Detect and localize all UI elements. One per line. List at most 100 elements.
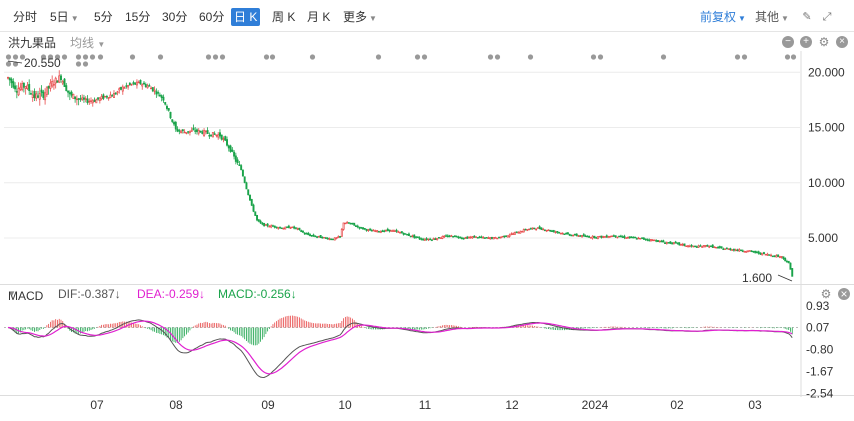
candle-body xyxy=(572,234,575,237)
tab-monthly-k[interactable]: 月 K xyxy=(307,10,331,24)
candle-body xyxy=(480,236,483,239)
gear-icon[interactable]: ⚙ xyxy=(818,35,830,49)
dif-value: DIF:-0.387↓ xyxy=(58,287,121,301)
event-marker xyxy=(5,61,12,67)
candle-body xyxy=(468,237,470,239)
candle-body xyxy=(510,233,513,235)
candle-body xyxy=(19,86,22,90)
candle-body xyxy=(487,237,490,239)
candle-body xyxy=(224,136,227,141)
candle-body xyxy=(688,245,691,248)
candle-body xyxy=(273,225,276,228)
gear-icon[interactable]: ⚙ xyxy=(820,287,832,301)
tab-weekly-k[interactable]: 周 K xyxy=(272,10,296,24)
candle-body xyxy=(672,242,675,244)
candle-body xyxy=(353,222,356,226)
candle-body xyxy=(137,81,140,84)
candle-body xyxy=(351,222,354,225)
candle-body xyxy=(713,246,716,249)
drawing-tool-icon[interactable]: ✎ xyxy=(802,11,812,23)
event-marker xyxy=(47,54,54,60)
candle-body xyxy=(176,128,179,132)
candle-body xyxy=(74,96,77,100)
x-tick-label: 10 xyxy=(338,398,352,412)
candle-body xyxy=(438,237,440,239)
candle-body xyxy=(141,84,144,87)
close-icon[interactable]: × xyxy=(836,36,848,48)
candle-body xyxy=(33,90,36,99)
candle-body xyxy=(118,88,121,91)
event-marker xyxy=(734,54,741,60)
candle-body xyxy=(326,237,329,240)
candle-body xyxy=(773,255,776,257)
dea-value: DEA:-0.259↓ xyxy=(137,287,206,301)
candle-body xyxy=(294,227,297,229)
candle-body xyxy=(51,81,54,87)
candle-body xyxy=(406,233,409,236)
candle-body xyxy=(333,237,336,241)
tab-5min[interactable]: 5分 xyxy=(94,10,113,24)
candle-body xyxy=(314,235,317,238)
ma-select[interactable]: 均线 ▼ xyxy=(70,34,105,51)
candle-body xyxy=(332,238,334,241)
candle-body xyxy=(160,95,163,98)
candle-body xyxy=(113,93,115,98)
candle-body xyxy=(263,222,266,227)
candle-body xyxy=(681,243,684,246)
candle-body xyxy=(227,145,230,149)
candle-body xyxy=(642,237,645,240)
candle-body xyxy=(335,237,338,239)
candle-body xyxy=(715,246,718,249)
zoom-out-icon[interactable]: − xyxy=(782,36,794,48)
candle-body xyxy=(188,130,191,133)
adjust-select[interactable]: 前复权 ▼ xyxy=(700,8,746,26)
candle-body xyxy=(660,240,663,243)
chart-subbar: 洪九果品 均线 ▼ − + ⚙ × xyxy=(0,32,854,52)
tab-daily-k[interactable]: 日 K xyxy=(231,8,261,26)
candle-body xyxy=(704,245,707,247)
candle-body xyxy=(79,98,82,100)
candle-body xyxy=(58,75,61,83)
tab-more[interactable]: 更多 ▼ xyxy=(340,8,380,26)
candle-body xyxy=(741,250,744,252)
tab-5day[interactable]: 5日 ▼ xyxy=(47,8,82,26)
candle-body xyxy=(547,229,550,232)
tab-60min[interactable]: 60分 xyxy=(199,10,225,24)
candle-body xyxy=(261,222,264,225)
candle-body xyxy=(365,228,368,231)
candle-body xyxy=(589,237,592,239)
macd-title-label: MACD xyxy=(8,289,44,303)
date-axis: 07 08 09 10 11 12 2024 02 03 xyxy=(90,398,762,412)
candle-body xyxy=(655,240,658,242)
candle-body xyxy=(430,239,433,241)
candle-body xyxy=(443,235,446,238)
candle-body xyxy=(582,234,585,237)
candle-body xyxy=(404,233,407,235)
event-marker xyxy=(12,54,19,60)
candle-body xyxy=(471,236,474,239)
candle-body xyxy=(220,134,223,140)
candle-body xyxy=(377,230,380,233)
candle-body xyxy=(309,234,312,237)
candle-body xyxy=(169,111,172,119)
candle-body xyxy=(625,237,628,239)
tab-fenshi[interactable]: 分时 xyxy=(13,10,38,24)
tab-15min[interactable]: 15分 xyxy=(125,10,151,24)
candle-body xyxy=(171,119,174,122)
tab-30min[interactable]: 30分 xyxy=(162,10,188,24)
macd-tick-label: -2.54 xyxy=(806,386,834,400)
candle-body xyxy=(439,237,442,240)
event-marker xyxy=(790,54,797,60)
other-select[interactable]: 其他 ▼ xyxy=(755,8,789,26)
event-marker xyxy=(527,54,534,60)
fullscreen-icon[interactable]: ⤢ xyxy=(822,11,832,23)
zoom-in-icon[interactable]: + xyxy=(800,36,812,48)
event-marker xyxy=(75,61,82,67)
candle-body xyxy=(370,230,373,232)
candle-body xyxy=(45,86,48,96)
candle-body xyxy=(711,244,714,248)
candle-body xyxy=(411,235,414,238)
candle-body xyxy=(552,230,555,233)
candle-body xyxy=(771,255,774,258)
close-icon[interactable]: × xyxy=(838,288,850,300)
